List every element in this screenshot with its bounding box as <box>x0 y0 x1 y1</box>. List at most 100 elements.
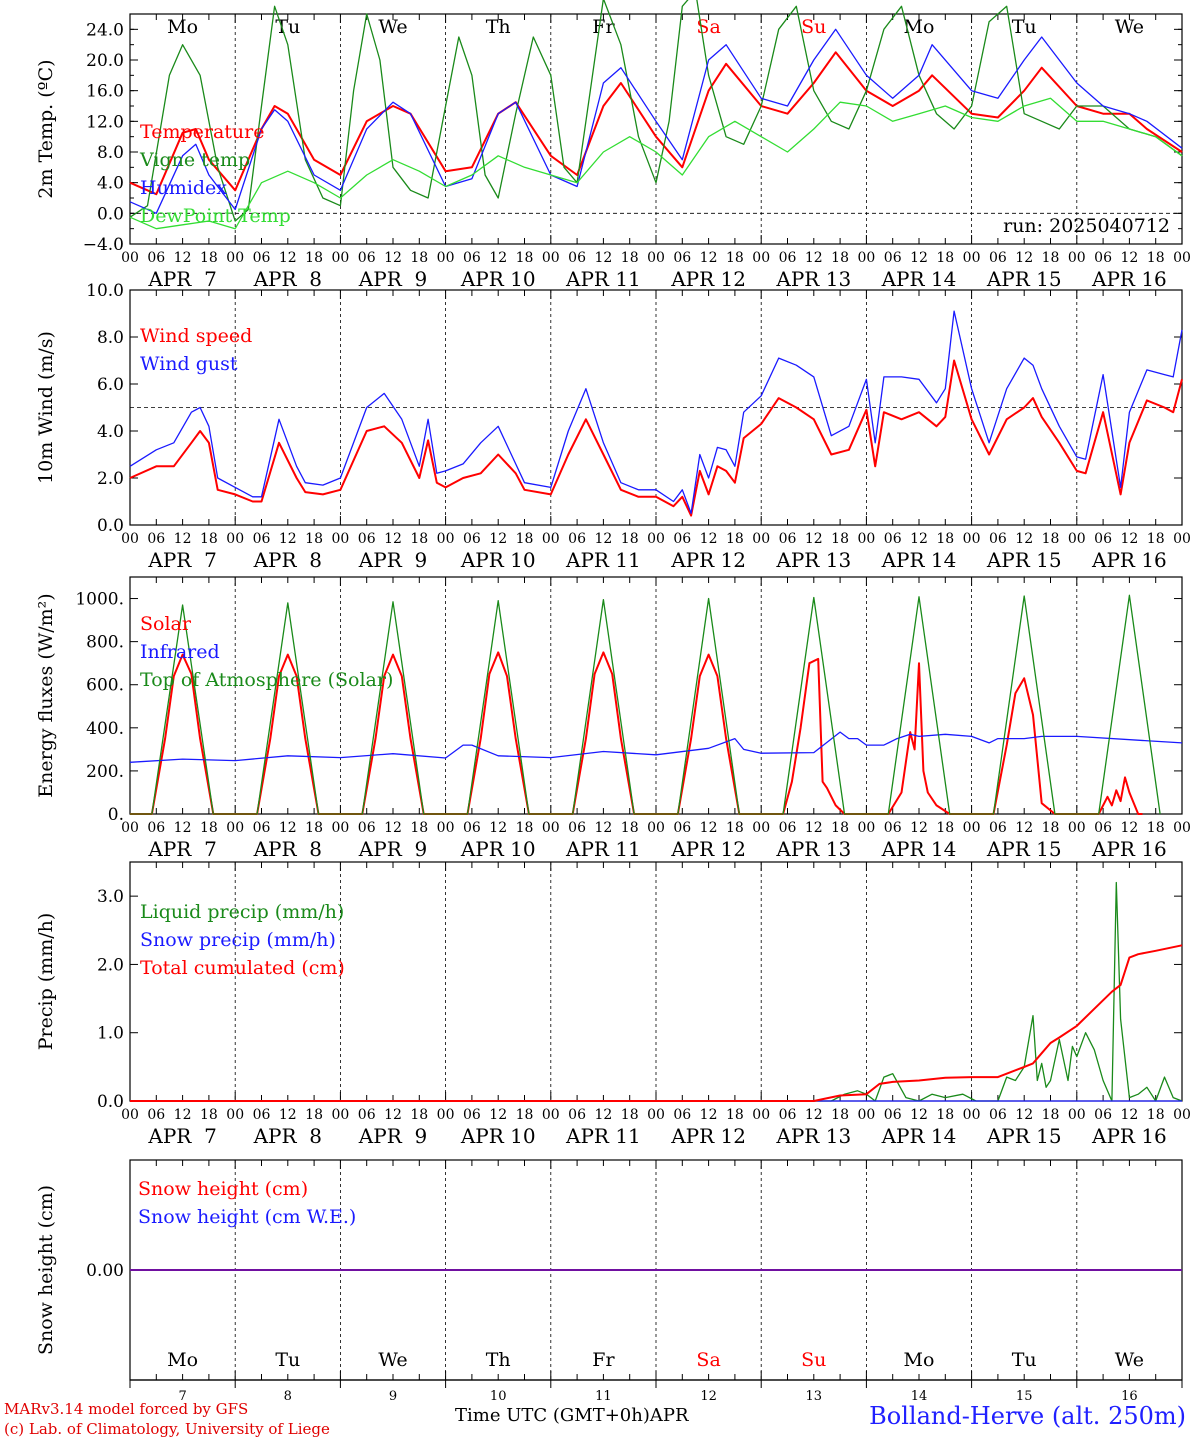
date-label: APR 9 <box>358 267 427 291</box>
y-tick-label: 10.0 <box>86 281 124 301</box>
hour-tick-label: 06 <box>884 1107 902 1123</box>
hour-tick-label: 00 <box>437 250 455 266</box>
hour-tick-label: 06 <box>147 820 165 836</box>
hour-tick-label: 12 <box>1120 250 1138 266</box>
hour-tick-label: 12 <box>279 820 297 836</box>
hour-tick-label: 00 <box>542 250 560 266</box>
series-line <box>129 0 1183 222</box>
day-of-week-label: We <box>1115 1349 1144 1371</box>
hour-tick-label: 18 <box>831 531 849 547</box>
date-label: APR 14 <box>881 837 957 861</box>
hour-tick-label: 12 <box>594 1107 612 1123</box>
y-tick-label: 2.0 <box>97 469 124 489</box>
hour-tick-label: 12 <box>910 531 928 547</box>
y-tick-label: 0.0 <box>97 1092 124 1112</box>
hour-tick-label: 18 <box>200 250 218 266</box>
temp-panel: −4.0 0.0 4.0 8.0 12.0 16.0 20.0 24.0 2m Temp. (º… <box>35 0 1191 291</box>
hour-tick-label: 18 <box>726 531 744 547</box>
hour-tick-label: 18 <box>410 820 428 836</box>
legend-entry: Snow height (cm) <box>138 1178 308 1200</box>
y-tick-label: 24.0 <box>86 20 124 40</box>
hour-tick-label: 12 <box>805 820 823 836</box>
date-label: APR 13 <box>775 1124 851 1148</box>
hour-tick-label: 12 <box>910 250 928 266</box>
day-of-week-label: Sa <box>696 1349 720 1371</box>
hour-tick-label: 00 <box>752 250 770 266</box>
hour-tick-label: 06 <box>463 531 481 547</box>
hour-tick-label: 18 <box>621 820 639 836</box>
hour-tick-label: 12 <box>594 820 612 836</box>
hour-tick-label: 06 <box>779 820 797 836</box>
series-line <box>129 731 1183 763</box>
day-of-week-label: Fr <box>592 16 615 38</box>
date-label: APR 16 <box>1091 548 1167 572</box>
hour-tick-label: 06 <box>147 531 165 547</box>
hour-tick-label: 12 <box>279 1107 297 1123</box>
hour-tick-label: 18 <box>516 820 534 836</box>
hour-tick-label: 18 <box>1042 820 1060 836</box>
y-tick-label: 400. <box>86 719 124 739</box>
y-tick-label: 0.0 <box>97 516 124 536</box>
hour-tick-label: 06 <box>568 250 586 266</box>
date-label: APR 9 <box>358 837 427 861</box>
hour-tick-label: 00 <box>963 250 981 266</box>
y-tick-label: 20.0 <box>86 51 124 71</box>
date-label: APR 14 <box>881 548 957 572</box>
series-line <box>129 359 1183 517</box>
series-line <box>129 51 1183 196</box>
hour-tick-label: 18 <box>936 250 954 266</box>
date-label: APR 15 <box>986 1124 1062 1148</box>
day-number-label: 9 <box>389 1389 397 1404</box>
date-label: APR 8 <box>253 267 322 291</box>
day-number-label: 11 <box>595 1389 612 1404</box>
hour-tick-label: 06 <box>253 531 271 547</box>
date-label: APR 16 <box>1091 837 1167 861</box>
hour-tick-label: 12 <box>279 250 297 266</box>
hour-tick-label: 00 <box>226 531 244 547</box>
hour-tick-label: 06 <box>358 531 376 547</box>
hour-tick-label: 00 <box>1068 250 1086 266</box>
hour-tick-label: 06 <box>673 1107 691 1123</box>
legend-entry: Vigne temp <box>139 149 250 171</box>
hour-tick-label: 18 <box>1147 820 1165 836</box>
day-number-label: 7 <box>178 1389 186 1404</box>
y-tick-label: 200. <box>86 762 124 782</box>
day-of-week-label: Tu <box>275 16 300 38</box>
hour-tick-label: 06 <box>253 820 271 836</box>
hour-tick-label: 12 <box>1015 531 1033 547</box>
date-label: APR 12 <box>670 837 746 861</box>
snow-panel: 0.00 Snow height (cm) Snow height (cm) Snow… <box>35 1159 1183 1404</box>
y-tick-label: 0.0 <box>97 204 124 224</box>
hour-tick-label: 00 <box>226 820 244 836</box>
hour-tick-label: 18 <box>1147 1107 1165 1123</box>
hour-tick-label: 06 <box>358 1107 376 1123</box>
date-label: APR 10 <box>460 267 536 291</box>
hour-tick-label: 18 <box>1147 250 1165 266</box>
hour-tick-label: 00 <box>963 531 981 547</box>
hour-tick-label: 06 <box>673 820 691 836</box>
hour-tick-label: 12 <box>489 820 507 836</box>
hour-tick-label: 06 <box>989 531 1007 547</box>
hour-tick-label: 18 <box>1042 1107 1060 1123</box>
day-number-label: 15 <box>1016 1389 1033 1404</box>
month-label: APR <box>649 1405 689 1426</box>
hour-tick-label: 12 <box>1120 820 1138 836</box>
date-label: APR 14 <box>881 267 957 291</box>
model-credit: MARv3.14 model forced by GFS <box>4 1400 249 1418</box>
date-label: APR 16 <box>1091 267 1167 291</box>
date-label: APR 10 <box>460 548 536 572</box>
date-label: APR 11 <box>565 837 641 861</box>
hour-tick-label: 00 <box>963 1107 981 1123</box>
hour-tick-label: 06 <box>884 820 902 836</box>
y-axis-label: 10m Wind (m/s) <box>35 331 57 484</box>
hour-tick-label: 06 <box>463 250 481 266</box>
y-tick-label: 800. <box>86 633 124 653</box>
hour-tick-label: 12 <box>1120 1107 1138 1123</box>
hour-tick-label: 18 <box>305 250 323 266</box>
date-label: APR 7 <box>147 267 216 291</box>
y-tick-label: 4.0 <box>97 174 124 194</box>
day-number-label: 13 <box>806 1389 823 1404</box>
hour-tick-label: 12 <box>384 1107 402 1123</box>
hour-tick-label: 12 <box>384 531 402 547</box>
series-line <box>130 594 1161 815</box>
